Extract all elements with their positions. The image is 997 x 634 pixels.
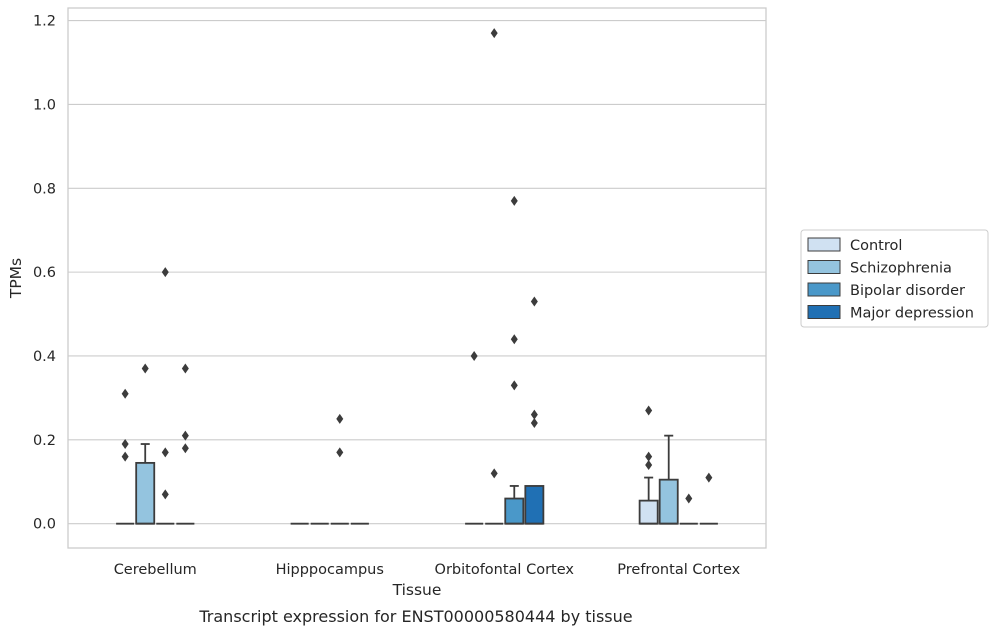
plot-frame	[67, 7, 767, 549]
box-group	[156, 267, 175, 525]
outlier-point	[645, 405, 653, 416]
box-group	[679, 493, 698, 525]
legend-label: Control	[850, 238, 902, 254]
legend-swatch	[807, 305, 841, 319]
outlier-point	[530, 409, 538, 420]
box-group	[524, 296, 545, 525]
y-axis-label: TPMs	[7, 258, 25, 299]
box	[658, 478, 679, 525]
box-plot-area	[116, 28, 718, 525]
outlier-point	[336, 413, 344, 424]
legend-label: Schizophrenia	[850, 261, 952, 277]
outlier-point	[161, 489, 169, 500]
outlier-point	[510, 195, 518, 206]
legend-swatch	[807, 237, 841, 252]
y-tick-label: 0.8	[33, 181, 56, 197]
legend-frame	[800, 229, 989, 328]
outlier-point	[336, 447, 344, 458]
y-tick-label: 0.0	[33, 517, 56, 533]
y-axis-ticks: 0.0 0.2 0.4 0.6 0.8 1.0 1.2	[33, 14, 56, 533]
box	[504, 497, 525, 525]
outlier-point	[161, 267, 169, 278]
y-tick-label: 0.4	[33, 349, 56, 365]
box	[638, 499, 659, 525]
box-group	[504, 195, 525, 525]
box	[135, 461, 156, 525]
outlier-point	[181, 443, 189, 454]
box	[524, 485, 545, 525]
chart-caption: Transcript expression for ENST0000058044…	[198, 607, 632, 626]
legend-label: Bipolar disorder	[850, 283, 965, 299]
x-axis-label: Tissue	[392, 581, 442, 599]
box-group	[699, 472, 718, 525]
x-tick-label: Prefrontal Cortex	[617, 562, 740, 578]
y-tick-label: 1.0	[33, 97, 56, 113]
outlier-point	[470, 350, 478, 361]
box-group	[176, 363, 195, 525]
box-group	[658, 434, 679, 525]
x-tick-label: Cerebellum	[114, 562, 197, 578]
legend-swatch	[807, 282, 841, 297]
outlier-point	[121, 388, 129, 399]
legend-swatch	[807, 260, 841, 274]
outlier-point	[530, 418, 538, 429]
outlier-point	[121, 451, 129, 462]
x-axis-ticks: Cerebellum Hipppocampus Orbitofontal Corte…	[114, 562, 741, 578]
box-group	[485, 28, 504, 525]
box-group	[135, 363, 156, 525]
y-tick-label: 1.2	[33, 14, 56, 30]
outlier-point	[645, 451, 653, 462]
legend-label: Major depression	[850, 306, 974, 322]
x-tick-label: Hipppocampus	[276, 562, 384, 578]
x-tick-label: Orbitofontal Cortex	[435, 562, 575, 578]
outlier-point	[181, 430, 189, 441]
y-tick-label: 0.2	[33, 433, 56, 449]
legend: Control Schizophrenia Bipolar disorder Majo…	[800, 229, 989, 328]
outlier-point	[530, 296, 538, 307]
outlier-point	[121, 439, 129, 450]
outlier-point	[510, 380, 518, 391]
outlier-point	[161, 447, 169, 458]
outlier-point	[490, 468, 498, 479]
outlier-point	[510, 334, 518, 345]
outlier-point	[705, 472, 713, 483]
outlier-point	[645, 459, 653, 470]
box-group	[330, 413, 349, 525]
outlier-point	[141, 363, 149, 374]
box-group	[116, 388, 135, 525]
box-group	[638, 405, 659, 525]
y-tick-label: 0.6	[33, 265, 56, 281]
outlier-point	[181, 363, 189, 374]
outlier-point	[490, 28, 498, 39]
grid-lines	[68, 20, 766, 525]
outlier-point	[685, 493, 693, 504]
box-group	[465, 350, 484, 525]
